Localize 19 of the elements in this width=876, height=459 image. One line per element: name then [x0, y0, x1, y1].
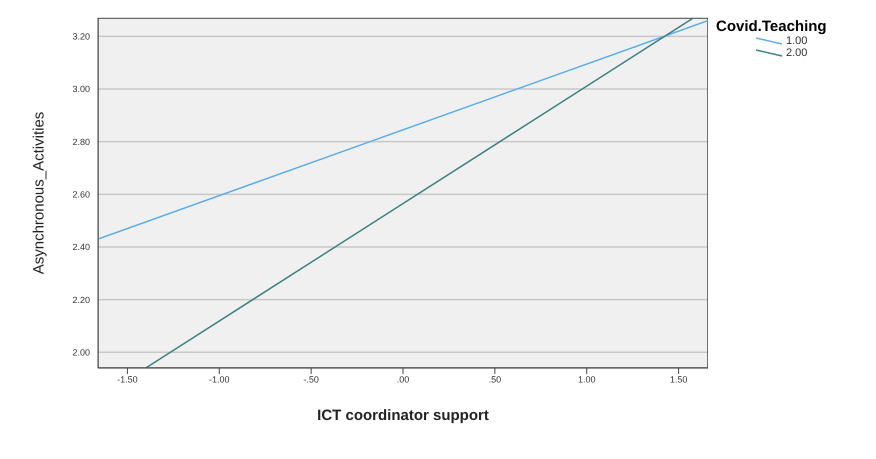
x-tick-label: 1.00	[578, 374, 596, 384]
y-tick-label: 2.40	[72, 242, 90, 252]
x-tick-label: -1.50	[117, 374, 138, 384]
x-tick-label: -.50	[303, 374, 319, 384]
x-axis-title: ICT coordinator support	[317, 407, 489, 424]
y-tick-label: 3.20	[72, 32, 90, 42]
y-axis-title: Asynchronous_Activities	[30, 112, 48, 274]
x-tick-label: -1.00	[209, 374, 230, 384]
y-tick-label: 3.00	[72, 84, 90, 94]
legend-label: 1.00	[786, 35, 808, 47]
x-tick-label: .00	[396, 374, 410, 384]
legend-label: 2.00	[786, 47, 808, 59]
x-tick-label: .50	[488, 374, 502, 384]
y-tick-label: 2.60	[72, 190, 90, 200]
y-tick-label: 2.00	[72, 347, 90, 358]
x-tick-label: 1.50	[670, 374, 688, 384]
y-tick-label: 2.80	[72, 136, 90, 147]
legend-title: Covid.Teaching	[716, 18, 828, 35]
y-tick-label: 2.20	[72, 294, 90, 305]
